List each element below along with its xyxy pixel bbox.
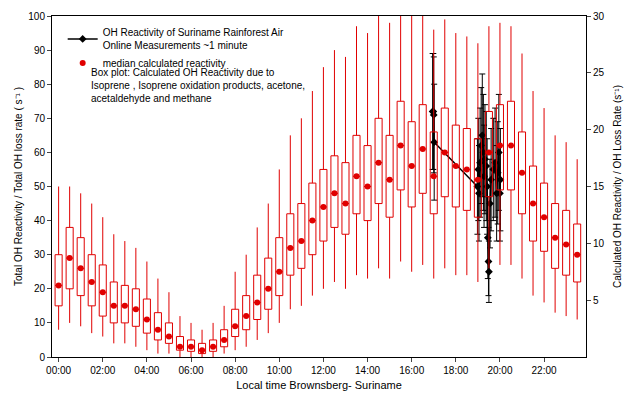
svg-text:12:00: 12:00 (311, 365, 336, 376)
svg-text:16:00: 16:00 (399, 365, 424, 376)
svg-text:10:00: 10:00 (267, 365, 292, 376)
svg-text:08:00: 08:00 (223, 365, 248, 376)
svg-text:20: 20 (34, 283, 46, 294)
svg-text:30: 30 (34, 249, 46, 260)
svg-text:70: 70 (34, 113, 46, 124)
svg-text:06:00: 06:00 (179, 365, 204, 376)
svg-text:25: 25 (593, 67, 605, 78)
svg-text:60: 60 (34, 147, 46, 158)
svg-text:20: 20 (593, 124, 605, 135)
svg-text:04:00: 04:00 (134, 365, 159, 376)
svg-text:14:00: 14:00 (355, 365, 380, 376)
svg-text:80: 80 (34, 79, 46, 90)
svg-text:median calculated reactivity: median calculated reactivity (103, 58, 226, 69)
svg-text:0: 0 (39, 352, 45, 363)
svg-text:00:00: 00:00 (46, 365, 71, 376)
svg-text:50: 50 (34, 181, 46, 192)
svg-text:Box plot: Calculated OH Reacti: Box plot: Calculated OH Reactivity due t… (91, 67, 305, 104)
svg-text:02:00: 02:00 (90, 365, 115, 376)
svg-text:100: 100 (28, 11, 45, 22)
svg-text:22:00: 22:00 (532, 365, 557, 376)
svg-text:10: 10 (34, 317, 46, 328)
svg-text:OH Reactivity of Suriname Rain: OH Reactivity of Suriname Rainforest Air… (103, 27, 284, 51)
svg-text:40: 40 (34, 215, 46, 226)
svg-text:18:00: 18:00 (443, 365, 468, 376)
svg-text:Local time Brownsberg- Surinam: Local time Brownsberg- Suriname (236, 379, 402, 391)
svg-text:Total OH Reactivity / Total OH: Total OH Reactivity / Total OH loss rate… (13, 87, 24, 286)
svg-text:Calculated OH Reactivity / OH: Calculated OH Reactivity / OH Loss Rate … (612, 85, 623, 288)
svg-text:5: 5 (593, 295, 599, 306)
svg-text:30: 30 (593, 11, 605, 22)
svg-text:20:00: 20:00 (487, 365, 512, 376)
svg-text:90: 90 (34, 45, 46, 56)
svg-text:10: 10 (593, 238, 605, 249)
svg-text:15: 15 (593, 181, 605, 192)
